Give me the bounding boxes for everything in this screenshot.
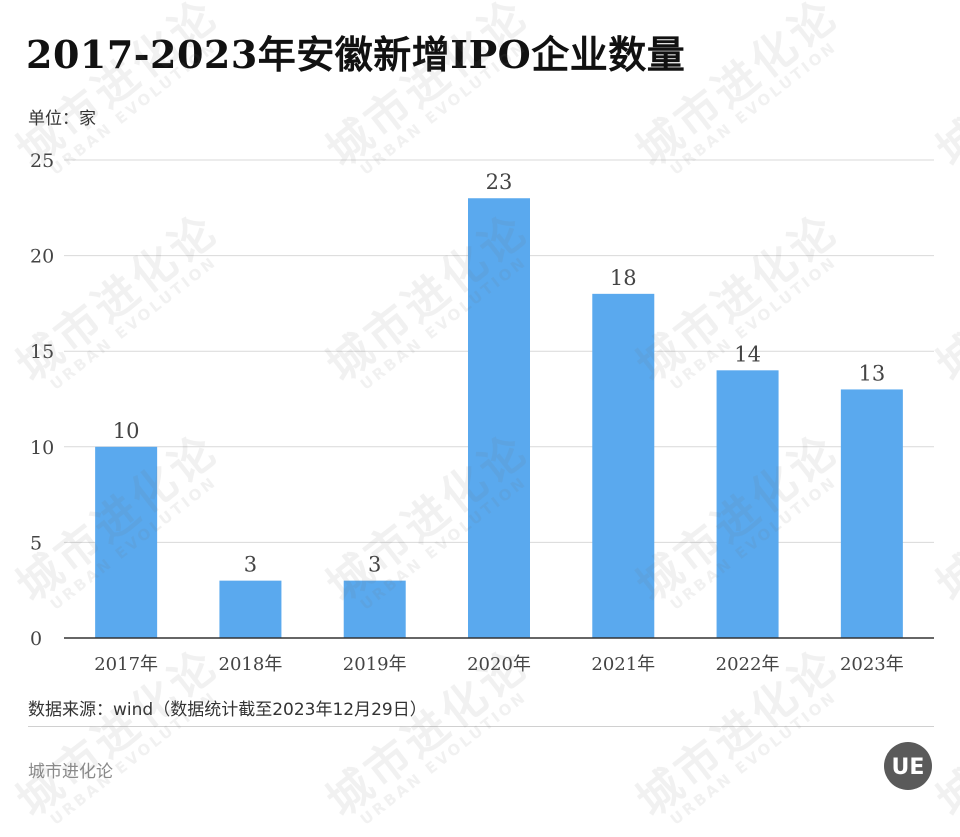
data-label: 14 [734,342,761,366]
x-tick-label: 2020年 [467,654,531,675]
unit-label: 单位：家 [28,109,96,129]
x-tick-label: 2018年 [219,654,283,675]
x-tick-label: 2023年 [840,654,904,675]
data-label: 13 [858,361,885,385]
data-label: 3 [368,553,381,577]
chart-title: 2017-2023年安徽新增IPO企业数量 [26,32,686,77]
y-tick-label: 0 [30,628,42,650]
data-label: 23 [486,170,513,194]
data-label: 18 [610,266,637,290]
brand-logo-icon: UE [884,742,932,790]
x-tick-label: 2022年 [716,654,780,675]
bar [219,580,282,638]
y-tick-label: 25 [30,150,54,172]
logo-text: UE [892,755,925,780]
bar [95,446,158,638]
x-tick-label: 2017年 [94,654,158,675]
y-tick-label: 5 [30,532,42,554]
bar-chart: 0 5 10 15 20 25 10 2017年 3 2018年 3 2019年 23 2020年 18 20… [30,150,934,675]
x-tick-label: 2021年 [591,654,655,675]
bar [840,389,903,638]
bar [592,293,655,638]
bar [343,580,406,638]
brand-name: 城市进化论 [28,762,113,782]
y-tick-label: 20 [30,246,54,268]
source-note: 数据来源：wind（数据统计截至2023年12月29日） [28,700,427,720]
data-label: 10 [113,419,140,443]
bar [468,198,530,639]
footer-divider [28,726,934,727]
x-tick-label: 2019年 [343,654,407,675]
y-tick-label: 15 [30,341,54,363]
bar [716,370,779,638]
data-label: 3 [244,553,257,577]
y-tick-label: 10 [30,437,54,459]
